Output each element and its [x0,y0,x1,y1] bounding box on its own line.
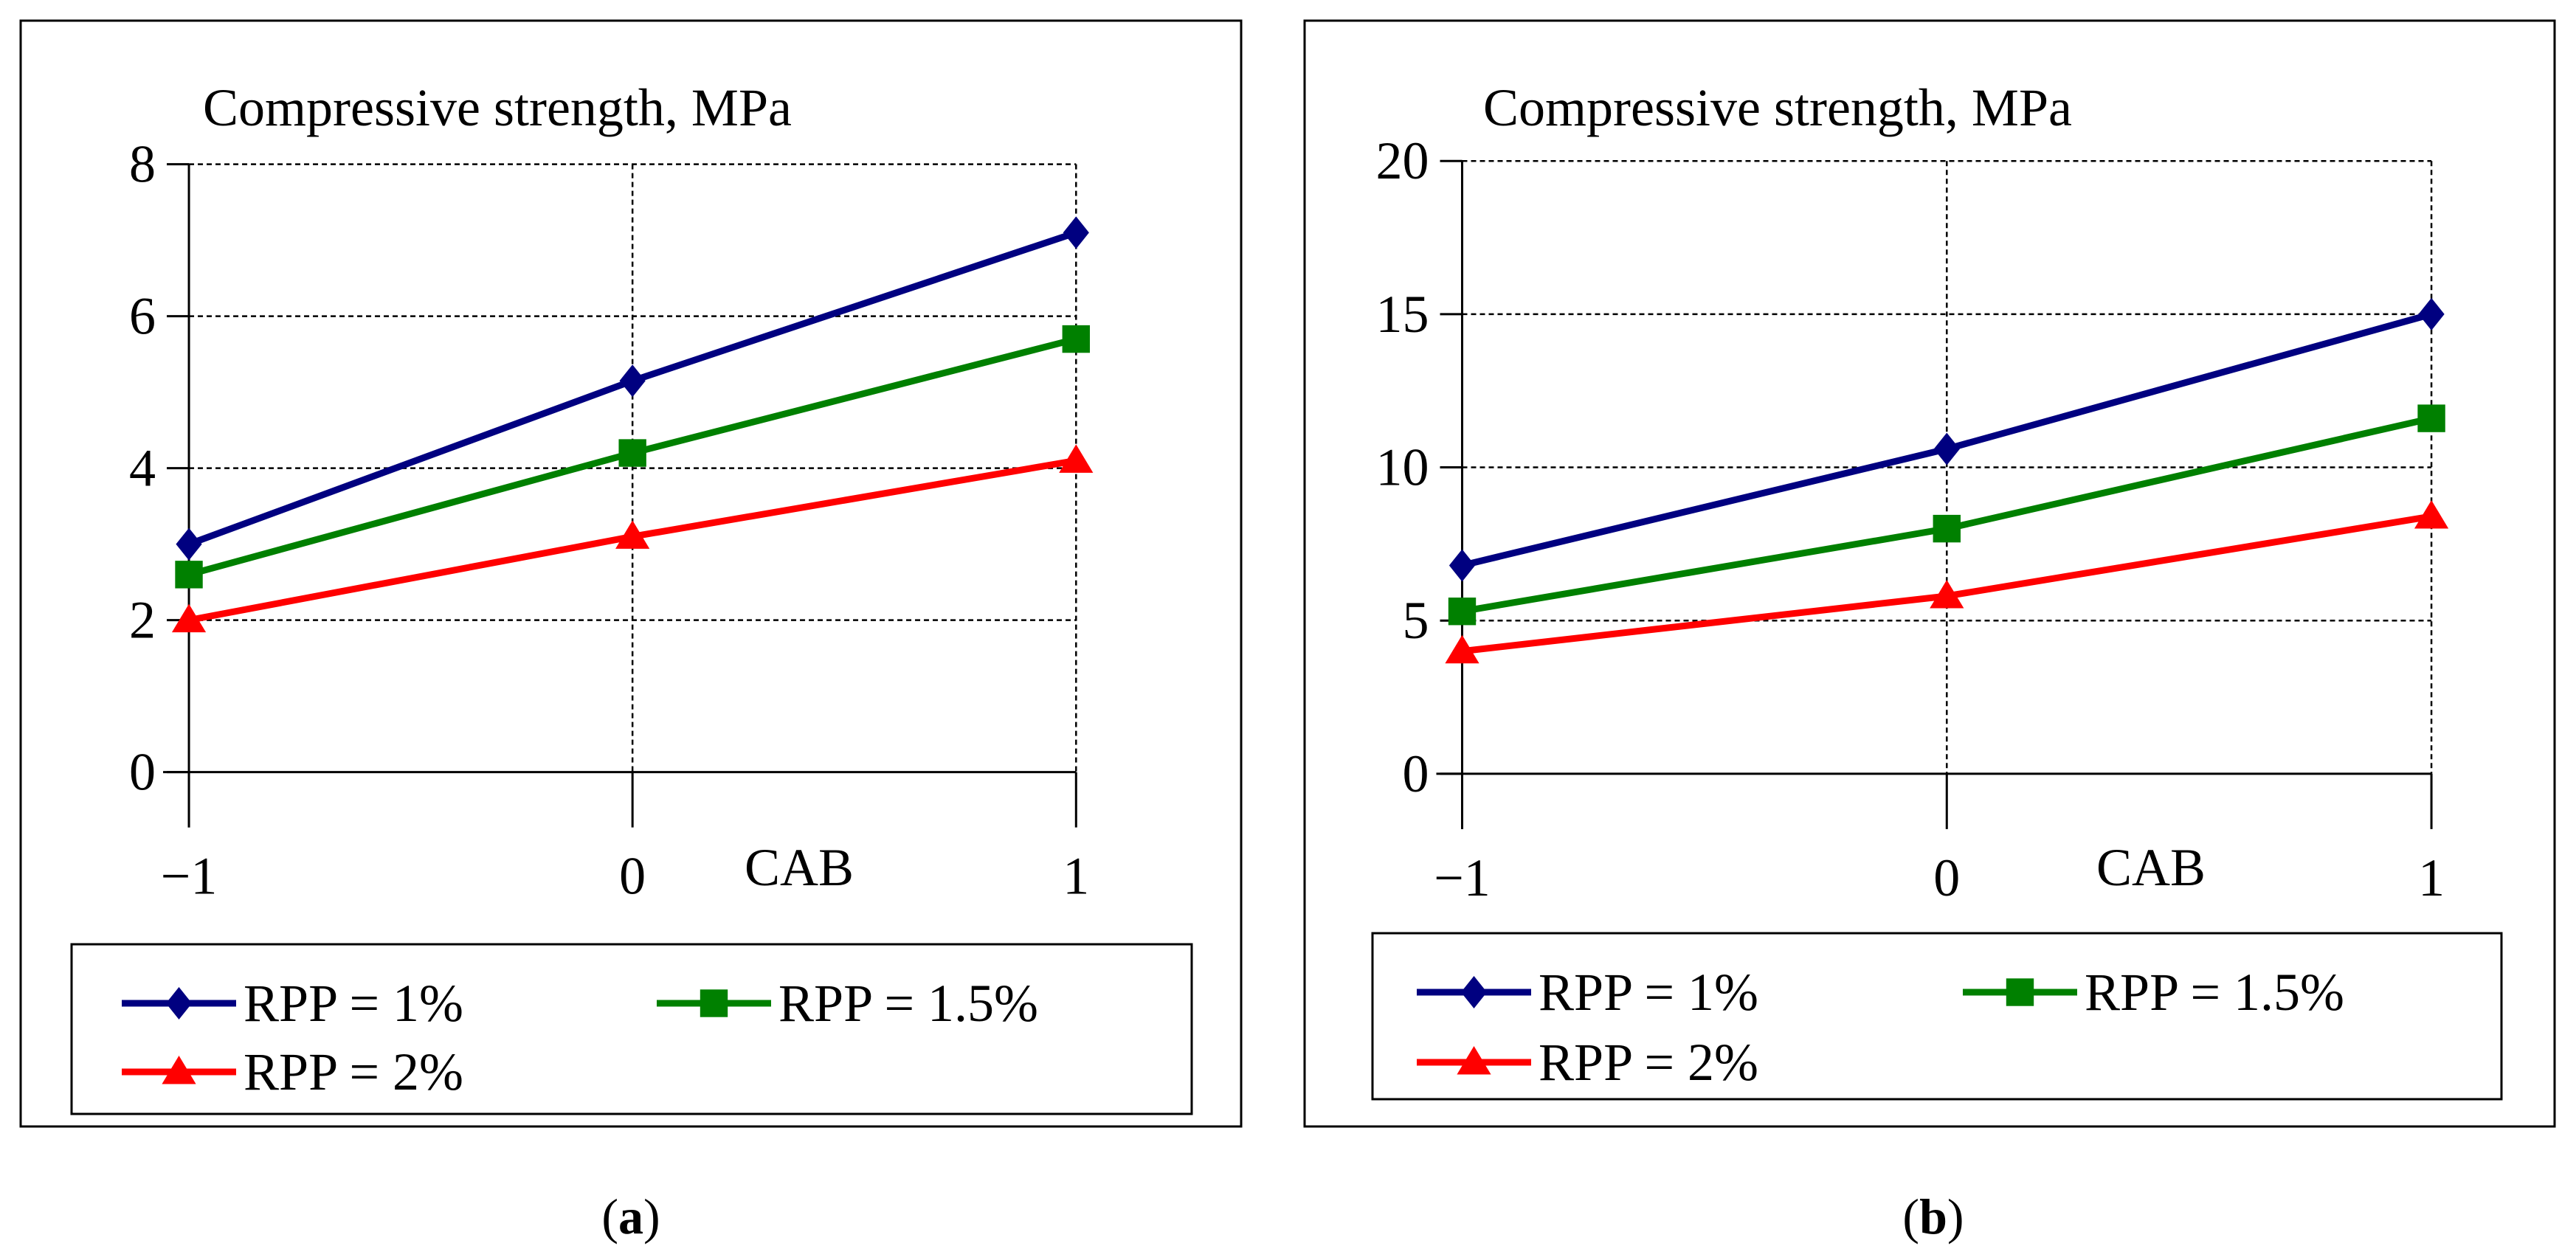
x-tick-label: −1 [161,847,218,906]
caption-a: (a) [483,1188,778,1246]
caption-b: (b) [1786,1188,2081,1246]
legend-label: RPP = 2% [244,1042,463,1101]
x-axis-label: CAB [745,838,854,897]
data-point [176,527,202,561]
data-point [1445,634,1479,664]
data-point [619,364,646,398]
y-tick-label: 6 [129,287,156,346]
data-point [615,520,650,549]
y-tick-label: 2 [129,591,156,650]
caption-letter: a [618,1188,643,1245]
legend-label: RPP = 1% [244,974,463,1033]
caption-close: ) [1947,1188,1964,1245]
legend-marker [1457,1046,1491,1075]
data-point [1930,579,1964,609]
y-tick-label: 10 [1375,438,1429,497]
caption-open: ( [1902,1188,1920,1245]
legend-box [1371,932,2503,1101]
legend-marker [700,989,728,1017]
caption-close: ) [643,1188,660,1245]
y-tick-label: 0 [1402,744,1429,803]
legend-label: RPP = 1% [1539,963,1758,1022]
legend-marker [165,987,193,1020]
x-tick-label: 0 [1933,848,1960,907]
x-tick-label: −1 [1434,848,1491,907]
data-point [1448,549,1476,582]
x-tick-label: 0 [619,847,646,906]
legend-box [70,943,1193,1115]
data-point [1062,325,1090,353]
y-tick-label: 5 [1402,591,1429,650]
y-tick-label: 8 [129,135,156,194]
data-point [1059,444,1094,473]
x-axis-label: CAB [2096,838,2206,897]
data-point [618,439,646,467]
chart-panel-b: Compressive strength, MPa 0 5 10 15 20 −1 0 1 C… [1302,18,2557,1129]
data-point [1933,514,1961,543]
data-point [1933,432,1960,465]
y-tick-label: 15 [1375,285,1429,344]
legend-label: RPP = 1.5% [2085,963,2344,1022]
legend-label: RPP = 2% [1539,1033,1758,1092]
y-tick-label: 4 [129,439,156,498]
legend-label: RPP = 1.5% [778,974,1038,1033]
legend-marker [2006,978,2034,1006]
legend-marker [162,1056,196,1084]
data-point [1063,216,1089,249]
chart-title: Compressive strength, MPa [203,78,792,137]
data-point [1448,598,1477,626]
x-tick-label: 1 [2418,848,2445,907]
data-point [171,603,207,633]
y-tick-label: 20 [1375,131,1429,190]
data-point [2418,297,2445,330]
data-point [2417,404,2445,432]
data-point [2414,499,2449,529]
caption-letter: b [1919,1188,1947,1245]
y-tick-label: 0 [129,743,156,802]
legend-marker [1460,976,1488,1008]
caption-open: ( [601,1188,618,1245]
chart-title: Compressive strength, MPa [1483,78,2072,137]
x-tick-label: 1 [1063,847,1089,906]
chart-panel-a: Compressive strength, MPa 0 2 4 6 8 −1 0 1 CAB … [18,18,1243,1129]
data-point [175,561,203,589]
